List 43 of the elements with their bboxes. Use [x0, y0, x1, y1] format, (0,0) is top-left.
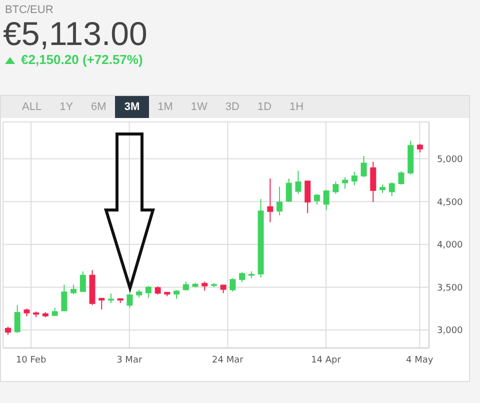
candlestick: [14, 304, 20, 334]
candlestick: [80, 270, 86, 292]
candlestick: [388, 182, 395, 197]
x-tick-label: 3 Mar: [116, 355, 142, 366]
text: 6M: [90, 100, 108, 115]
x-tick-label: 10 Feb: [16, 355, 46, 366]
text: €2,150.20 (+72.57%): [21, 52, 143, 67]
candlestick: [295, 170, 302, 194]
text: 3D: [224, 100, 240, 115]
y-tick-label: 4,500: [437, 198, 464, 208]
candlestick: [70, 284, 77, 295]
candlestick: [314, 193, 320, 206]
candlestick: [370, 161, 376, 203]
x-tick-label: 14 Apr: [311, 355, 342, 366]
candlestick: [332, 180, 339, 194]
y-tick-label: 5,000: [437, 155, 464, 166]
x-tick-label: 24 Mar: [212, 355, 244, 366]
text: 3M: [115, 96, 149, 118]
text: 1D: [256, 100, 273, 115]
candlestick: [61, 284, 68, 312]
y-tick-label: 3,500: [437, 283, 464, 294]
text: 1M: [156, 100, 174, 115]
candlestick: [230, 278, 236, 292]
candlestick: [239, 272, 246, 283]
candlestick: [276, 186, 283, 216]
candlestick: [360, 155, 367, 178]
candlestick: [126, 293, 133, 308]
candlestick: [304, 180, 311, 214]
candlestick: [323, 190, 330, 211]
y-tick-label: 4,000: [437, 240, 464, 251]
candlestick: [145, 285, 152, 298]
candlestick: [351, 171, 358, 186]
text: 1H: [288, 100, 305, 115]
y-tick-label: 3,000: [437, 326, 464, 336]
x-tick-label: 4 May: [406, 355, 434, 366]
candlestick: [267, 178, 274, 223]
candlestick: [398, 170, 404, 185]
text: 1W: [190, 100, 208, 115]
text: ALL: [21, 100, 43, 115]
text: 1Y: [58, 100, 74, 115]
candlestick: [286, 178, 292, 203]
chart-subtitle: €5,113.00: [3, 15, 148, 53]
chart-title: BTC/EUR: [5, 4, 54, 16]
